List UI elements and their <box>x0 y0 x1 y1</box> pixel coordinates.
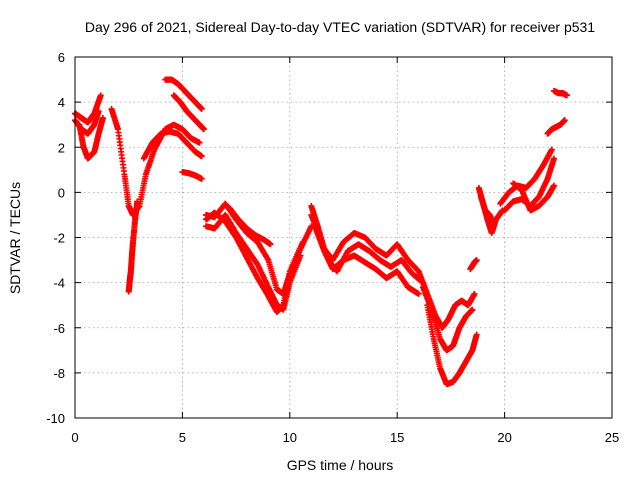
data-point <box>99 114 106 121</box>
data-point <box>97 92 104 99</box>
data-point <box>297 252 304 259</box>
data-series <box>551 87 570 99</box>
chart-title: Day 296 of 2021, Sidereal Day-to-day VTE… <box>85 19 595 35</box>
data-point <box>198 175 205 182</box>
data-point <box>561 117 568 124</box>
data-point <box>198 153 205 160</box>
data-point <box>551 182 558 189</box>
data-point <box>196 139 203 146</box>
y-tick-label: -8 <box>53 366 65 381</box>
data-point <box>473 257 480 264</box>
data-series <box>475 184 506 236</box>
x-tick-label: 15 <box>390 430 404 445</box>
data-series <box>419 284 476 354</box>
y-tick-label: 4 <box>58 95 65 110</box>
axis-ticks: 0 5 10 15 20 25 -10 -8 -6 -4 -2 0 2 4 6 <box>46 50 619 445</box>
data-series <box>312 225 422 297</box>
y-tick-label: 0 <box>58 185 65 200</box>
data-point <box>551 155 558 162</box>
data-series <box>477 193 497 227</box>
data-point <box>548 146 555 153</box>
data-point <box>267 241 274 248</box>
y-tick-label: -6 <box>53 321 65 336</box>
data-point <box>134 198 141 205</box>
data-point <box>415 290 422 297</box>
y-tick-label: -4 <box>53 276 65 291</box>
data-point <box>95 108 102 115</box>
plot-frame <box>74 56 613 419</box>
data-series <box>424 302 480 388</box>
y-tick-label: 6 <box>58 50 65 65</box>
data-series <box>226 205 274 248</box>
data-point <box>490 220 497 227</box>
data-series <box>108 105 203 218</box>
data-point <box>473 331 480 338</box>
data-series <box>162 76 205 112</box>
data-series <box>467 257 480 273</box>
grid-lines <box>75 57 612 418</box>
data-series <box>203 209 306 315</box>
data-series <box>125 198 141 295</box>
x-tick-label: 25 <box>605 430 619 445</box>
data-points <box>72 76 570 388</box>
data-series <box>203 211 304 313</box>
data-series <box>179 169 205 182</box>
y-tick-label: -2 <box>53 231 65 246</box>
data-series <box>72 92 104 126</box>
x-tick-label: 0 <box>71 430 78 445</box>
data-point <box>198 105 205 112</box>
data-series <box>544 117 568 137</box>
data-series <box>76 114 106 162</box>
x-tick-label: 5 <box>179 430 186 445</box>
y-tick-label: -10 <box>46 411 65 426</box>
data-point <box>299 239 306 246</box>
y-tick-label: 2 <box>58 140 65 155</box>
data-series <box>510 180 558 214</box>
y-axis-label: SDTVAR / TECUs <box>7 182 23 294</box>
x-axis-label: GPS time / hours <box>287 457 394 473</box>
data-series <box>140 128 205 162</box>
data-point <box>563 92 570 99</box>
x-tick-label: 10 <box>283 430 297 445</box>
data-point <box>469 306 476 313</box>
x-tick-label: 20 <box>497 430 511 445</box>
data-series <box>170 92 207 133</box>
data-point <box>200 126 207 133</box>
data-point <box>471 290 478 297</box>
